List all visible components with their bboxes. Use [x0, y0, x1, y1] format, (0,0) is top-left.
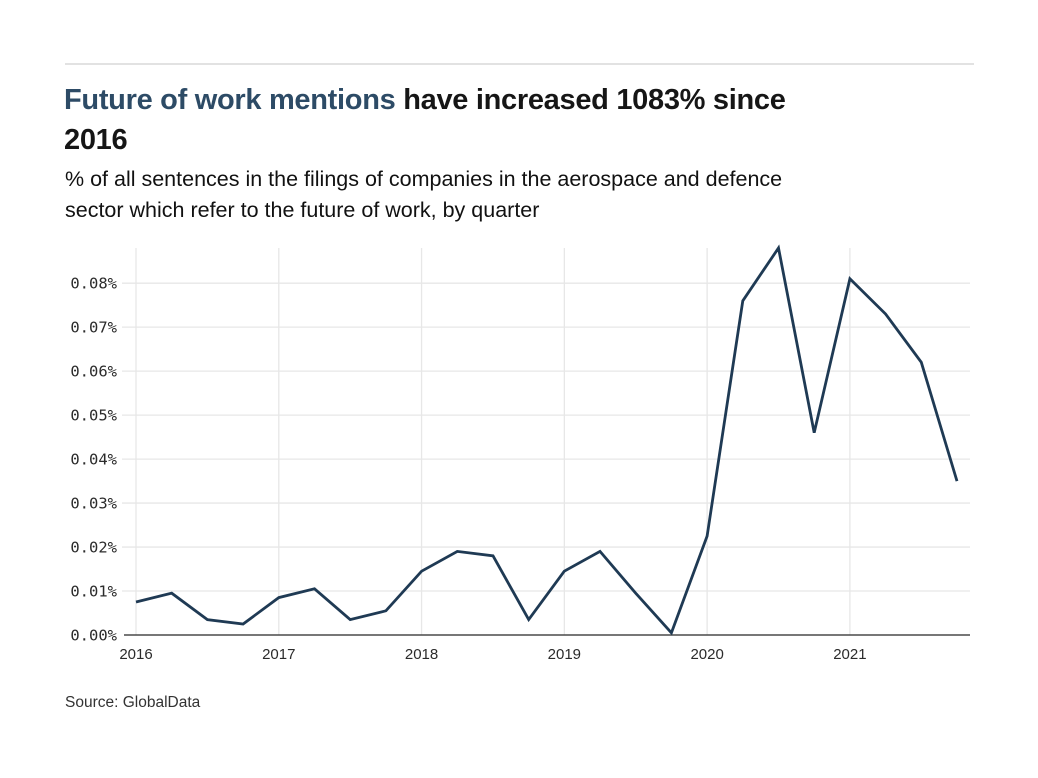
y-tick-label: 0.07%	[70, 319, 117, 337]
chart-subtitle: % of all sentences in the filings of com…	[65, 164, 995, 226]
title-line-1: Future of work mentions have increased 1…	[64, 80, 994, 120]
top-divider	[65, 63, 974, 65]
x-tick-label: 2018	[405, 646, 438, 663]
subtitle-line-2: sector which refer to the future of work…	[65, 198, 540, 222]
page-title: Future of work mentions have increased 1…	[64, 80, 994, 160]
title-line-2: 2016	[64, 124, 128, 156]
x-tick-label: 2016	[119, 646, 152, 663]
y-tick-label: 0.00%	[70, 627, 117, 645]
title-highlight: Future of work mentions	[64, 84, 396, 116]
x-tick-label: 2020	[690, 646, 723, 663]
title-rest: have increased 1083% since	[395, 84, 786, 116]
x-tick-label: 2021	[833, 646, 866, 663]
y-tick-label: 0.04%	[70, 451, 117, 469]
y-tick-label: 0.06%	[70, 363, 117, 381]
y-tick-label: 0.02%	[70, 539, 117, 557]
source-note: Source: GlobalData	[65, 694, 201, 711]
x-tick-label: 2017	[262, 646, 295, 663]
subtitle-line-1: % of all sentences in the filings of com…	[65, 167, 783, 191]
y-tick-label: 0.01%	[70, 583, 117, 601]
y-tick-label: 0.08%	[70, 275, 117, 293]
y-tick-label: 0.05%	[70, 407, 117, 425]
x-tick-label: 2019	[548, 646, 581, 663]
y-tick-label: 0.03%	[70, 495, 117, 513]
trend-line	[135, 244, 959, 636]
